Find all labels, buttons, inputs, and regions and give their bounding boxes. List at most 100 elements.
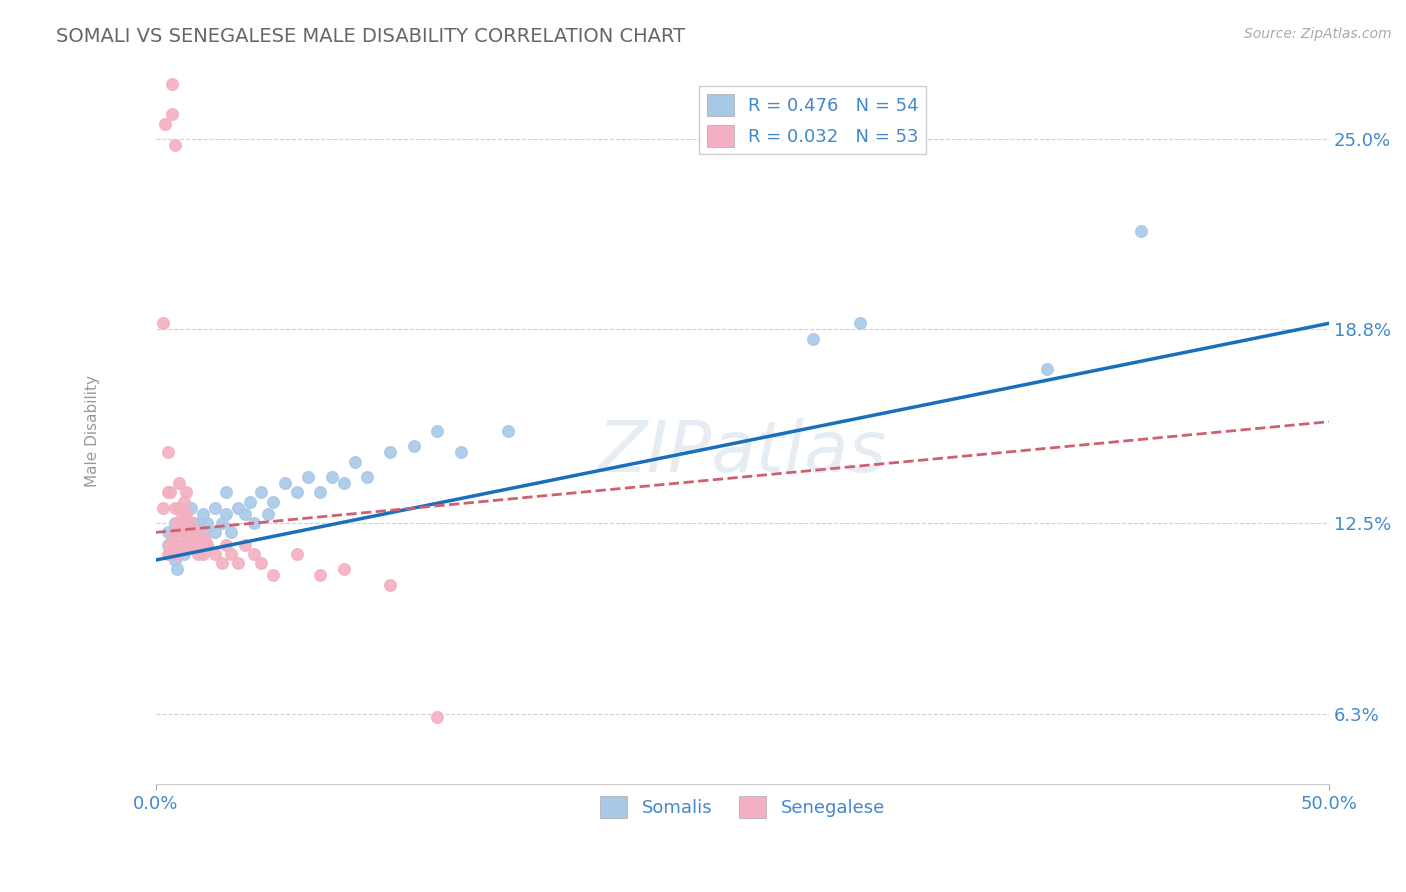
Point	[191, 547, 214, 561]
Point	[215, 485, 238, 500]
Point	[180, 525, 202, 540]
Point	[848, 316, 870, 330]
Point	[226, 500, 249, 515]
Point	[204, 500, 226, 515]
Point	[173, 494, 195, 508]
Point	[450, 445, 472, 459]
Point	[285, 485, 308, 500]
Point	[155, 45, 177, 60]
Point	[166, 516, 188, 530]
Point	[159, 538, 181, 552]
Point	[173, 516, 195, 530]
Point	[156, 525, 179, 540]
Point	[194, 532, 217, 546]
Text: SOMALI VS SENEGALESE MALE DISABILITY CORRELATION CHART: SOMALI VS SENEGALESE MALE DISABILITY COR…	[56, 27, 685, 45]
Point	[243, 547, 266, 561]
Point	[176, 485, 198, 500]
Point	[162, 77, 184, 91]
Point	[173, 525, 195, 540]
Point	[380, 445, 402, 459]
Point	[356, 470, 378, 484]
Point	[159, 485, 181, 500]
Point	[152, 316, 174, 330]
Point	[426, 424, 449, 438]
Point	[162, 107, 184, 121]
Point	[166, 562, 188, 576]
Point	[176, 507, 198, 521]
Point	[801, 332, 824, 346]
Point	[274, 476, 297, 491]
Point	[187, 547, 209, 561]
Point	[169, 500, 191, 515]
Point	[169, 538, 191, 552]
Point	[163, 138, 186, 153]
Point	[176, 532, 198, 546]
Point	[155, 117, 177, 131]
Point	[163, 525, 186, 540]
Point	[180, 538, 202, 552]
Point	[219, 525, 242, 540]
Point	[166, 547, 188, 561]
Point	[187, 525, 209, 540]
Point	[170, 507, 193, 521]
Point	[177, 525, 200, 540]
Point	[191, 525, 214, 540]
Point	[156, 538, 179, 552]
Point	[169, 476, 191, 491]
Point	[180, 500, 202, 515]
Point	[211, 516, 233, 530]
Point	[344, 455, 367, 469]
Point	[169, 500, 191, 515]
Point	[156, 445, 179, 459]
Point	[426, 710, 449, 724]
Point	[169, 538, 191, 552]
Point	[250, 556, 273, 570]
Point	[285, 547, 308, 561]
Point	[380, 577, 402, 591]
Point	[163, 553, 186, 567]
Point	[187, 538, 209, 552]
Point	[215, 507, 238, 521]
Point	[332, 476, 354, 491]
Point	[233, 538, 256, 552]
Point	[204, 525, 226, 540]
Point	[156, 547, 179, 561]
Point	[190, 538, 212, 552]
Point	[226, 556, 249, 570]
Point	[173, 538, 195, 552]
Point	[169, 516, 191, 530]
Point	[204, 547, 226, 561]
Point	[163, 500, 186, 515]
Point	[309, 568, 332, 582]
Point	[156, 485, 179, 500]
Point	[309, 485, 332, 500]
Point	[1036, 362, 1059, 376]
Point	[197, 516, 219, 530]
Point	[197, 538, 219, 552]
Point	[243, 516, 266, 530]
Point	[332, 562, 354, 576]
Point	[239, 494, 262, 508]
Point	[219, 547, 242, 561]
Point	[152, 500, 174, 515]
Point	[297, 470, 319, 484]
Point	[262, 568, 284, 582]
Point	[250, 485, 273, 500]
Point	[191, 507, 214, 521]
Point	[262, 494, 284, 508]
Point	[163, 516, 186, 530]
Point	[187, 516, 209, 530]
Point	[170, 525, 193, 540]
Point	[173, 547, 195, 561]
Point	[176, 507, 198, 521]
Point	[321, 470, 343, 484]
Point	[402, 439, 425, 453]
Point	[233, 507, 256, 521]
Point	[162, 532, 184, 546]
Point	[183, 516, 205, 530]
Y-axis label: Male Disability: Male Disability	[86, 375, 100, 487]
Point	[197, 538, 219, 552]
Text: ZIPatlas: ZIPatlas	[598, 417, 887, 487]
Point	[169, 516, 191, 530]
Point	[257, 507, 280, 521]
